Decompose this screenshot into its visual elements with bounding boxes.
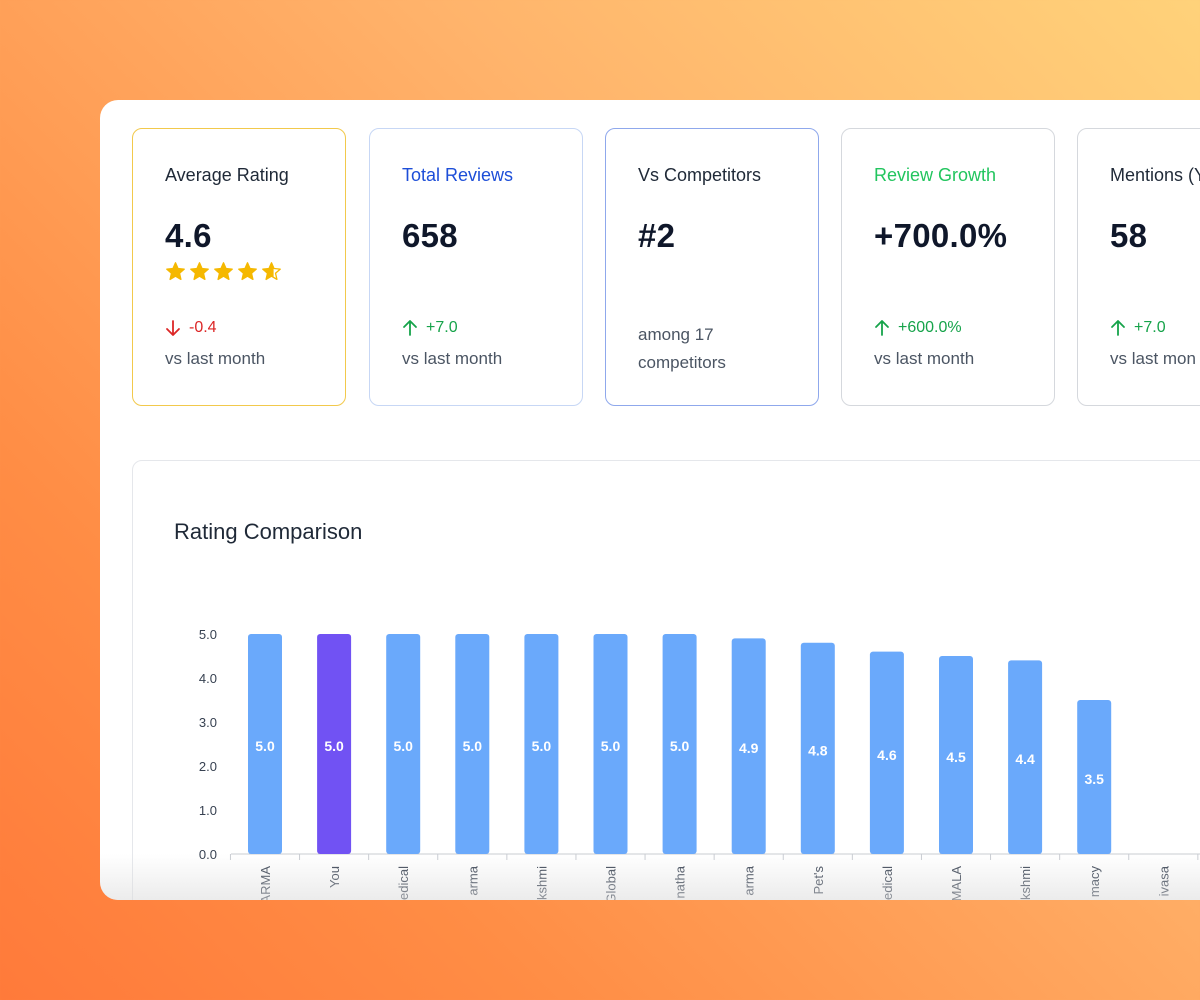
- rating-comparison-card: Rating Comparison 5.0 4.0 3.0 2.0 1.0 0.0 5.0 A…: [132, 460, 1200, 900]
- x-tick-label: macy: [1087, 866, 1102, 898]
- x-tick-label: You: [327, 866, 342, 888]
- review-growth-value: +700.0%: [874, 217, 1008, 254]
- bar-value-label: 4.8: [808, 742, 828, 758]
- star-filled-icon: [166, 262, 185, 281]
- bar-value-label: 5.0: [393, 738, 413, 754]
- vs-competitors-subtext-line1: among 17: [638, 325, 714, 344]
- bar-value-label: 4.9: [739, 740, 759, 756]
- mentions-title: Mentions (Y: [1110, 165, 1200, 185]
- bar-value-label: 4.5: [946, 749, 966, 765]
- star-filled-icon: [238, 262, 257, 281]
- total-reviews-delta-value: +7.0: [426, 319, 458, 336]
- bar[interactable]: [386, 634, 421, 854]
- vs-competitors-card[interactable]: Vs Competitors #2 among 17 competitors: [605, 128, 819, 406]
- average-rating-card[interactable]: Average Rating 4.6 -0.4 vs last month: [132, 128, 346, 406]
- dashboard-panel: Average Rating 4.6 -0.4 vs last month To…: [100, 100, 1200, 900]
- y-tick-label: 4.0: [199, 671, 217, 686]
- total-reviews-delta: +7.0: [402, 319, 458, 337]
- bar-value-label: 5.0: [532, 738, 552, 754]
- arrow-up-icon: [875, 320, 889, 336]
- x-tick-label: arma: [465, 865, 480, 895]
- bar[interactable]: [248, 634, 282, 854]
- bar[interactable]: [1008, 660, 1043, 854]
- vs-competitors-subtext-line2: competitors: [638, 353, 726, 372]
- review-growth-subtext: vs last month: [874, 349, 975, 368]
- mentions-delta: +7.0: [1110, 319, 1166, 337]
- star-half-icon: [262, 262, 281, 281]
- x-tick-label: kshmi: [534, 866, 549, 900]
- arrow-up-icon: [1111, 320, 1125, 336]
- x-tick-label: kshmi: [1018, 866, 1033, 900]
- x-tick-label: natha: [673, 865, 688, 898]
- average-rating-delta: -0.4: [165, 319, 217, 337]
- mentions-delta-value: +7.0: [1134, 319, 1166, 336]
- total-reviews-subtext: vs last month: [402, 349, 503, 368]
- average-rating-title: Average Rating: [165, 165, 289, 185]
- y-tick-label: 2.0: [199, 759, 217, 774]
- bar[interactable]: [455, 634, 490, 854]
- vs-competitors-title: Vs Competitors: [638, 165, 762, 185]
- x-tick-label: ivasa: [1156, 865, 1171, 896]
- bar-value-label: 5.0: [255, 738, 275, 754]
- arrow-down-icon: [166, 320, 180, 336]
- rating-comparison-chart: 5.0 4.0 3.0 2.0 1.0 0.0 5.0 ARMA 5.0 You 5.0 edical…: [199, 627, 1200, 900]
- average-rating-subtext: vs last month: [165, 349, 266, 368]
- y-tick-label: 1.0: [199, 803, 217, 818]
- average-rating-delta-value: -0.4: [189, 319, 217, 336]
- chart-title: Rating Comparison: [174, 519, 363, 544]
- review-growth-delta: +600.0%: [874, 319, 962, 337]
- mentions-card[interactable]: Mentions (Y 58 +7.0 vs last mon: [1077, 128, 1200, 406]
- total-reviews-card[interactable]: Total Reviews 658 +7.0 vs last month: [369, 128, 583, 406]
- x-tick-label: edical: [396, 866, 411, 900]
- bar[interactable]: [939, 656, 973, 854]
- vs-competitors-subtext: among 17 competitors: [638, 321, 726, 377]
- review-growth-delta-value: +600.0%: [898, 319, 962, 336]
- bar-value-label: 4.6: [877, 747, 897, 763]
- total-reviews-value: 658: [402, 217, 458, 254]
- bar[interactable]: [869, 651, 904, 854]
- vs-competitors-value: #2: [638, 217, 676, 254]
- average-rating-value: 4.6: [165, 217, 212, 254]
- bar[interactable]: [662, 634, 697, 854]
- bar-value-label: 5.0: [463, 738, 483, 754]
- mentions-subtext: vs last mon: [1110, 349, 1196, 368]
- star-filled-icon: [190, 262, 209, 281]
- mentions-value: 58: [1110, 217, 1148, 254]
- total-reviews-title: Total Reviews: [402, 165, 514, 185]
- bar-value-label: 5.0: [324, 738, 344, 754]
- review-growth-title: Review Growth: [874, 165, 997, 185]
- x-tick-label: Pet's: [811, 866, 826, 895]
- bar[interactable]: [524, 634, 559, 854]
- bar-value-label: 3.5: [1084, 771, 1104, 787]
- y-tick-label: 3.0: [199, 715, 217, 730]
- x-tick-label: edical: [880, 866, 895, 900]
- x-tick-label: Global: [604, 866, 619, 900]
- x-tick-label: ARMA: [258, 866, 273, 900]
- bar[interactable]: [731, 638, 766, 854]
- star-filled-icon: [214, 262, 233, 281]
- x-tick-label: MALA: [949, 866, 964, 900]
- bar[interactable]: [800, 642, 835, 854]
- review-growth-card[interactable]: Review Growth +700.0% +600.0% vs last mo…: [841, 128, 1055, 406]
- bar-value-label: 4.4: [1015, 751, 1035, 767]
- bar-value-label: 5.0: [670, 738, 690, 754]
- bar[interactable]: [317, 634, 352, 854]
- bar[interactable]: [1077, 700, 1112, 854]
- y-tick-label: 5.0: [199, 627, 217, 642]
- y-tick-label: 0.0: [199, 847, 217, 862]
- arrow-up-icon: [403, 320, 417, 336]
- bar-value-label: 5.0: [601, 738, 621, 754]
- star-rating: [165, 261, 282, 282]
- x-tick-label: arma: [742, 865, 757, 895]
- bar[interactable]: [593, 634, 628, 854]
